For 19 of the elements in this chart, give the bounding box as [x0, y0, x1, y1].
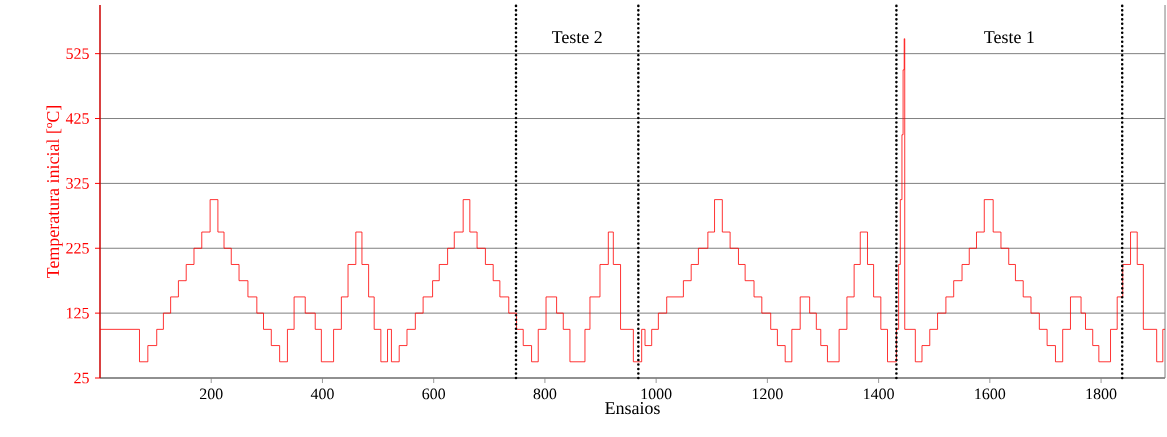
x-axis-title: Ensaios: [605, 402, 660, 415]
x-tick-label: 1200: [752, 388, 783, 400]
x-tick-label: 1800: [1086, 388, 1117, 400]
y-axis-title: Temperatura inicial [ºC]: [46, 106, 63, 278]
y-tick-label: 425: [65, 113, 89, 124]
annotation: Teste 2: [551, 31, 602, 44]
x-tick-label: 400: [310, 388, 334, 400]
x-tick-label: 800: [533, 388, 557, 400]
y-tick-label: 25: [74, 372, 89, 384]
x-tick-label: 1600: [975, 388, 1006, 400]
x-tick-label: 600: [422, 388, 446, 400]
x-tick-label: 1400: [864, 388, 894, 400]
y-tick-label: 525: [66, 48, 89, 60]
y-tick-label: 325: [66, 178, 89, 189]
y-tick-label: 225: [66, 242, 89, 254]
annotation: Teste 1: [984, 31, 1034, 44]
y-tick-label: 125: [66, 307, 89, 319]
x-tick-label: 200: [199, 388, 223, 400]
x-tick-label: 1000: [641, 388, 672, 400]
